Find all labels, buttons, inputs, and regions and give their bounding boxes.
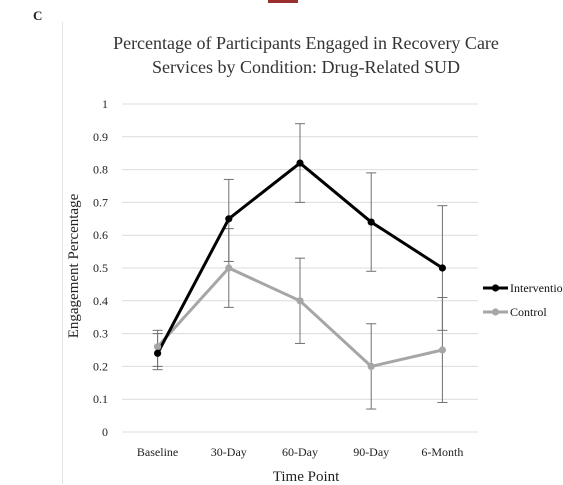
x-tick-label: 90-Day xyxy=(353,445,389,459)
data-point xyxy=(225,264,233,272)
legend-marker xyxy=(491,308,500,316)
data-point xyxy=(438,346,446,354)
data-point xyxy=(154,343,162,351)
x-tick-label: Baseline xyxy=(137,445,178,459)
data-point xyxy=(367,362,375,370)
y-tick-label: 0.4 xyxy=(93,294,108,308)
y-tick-label: 0.8 xyxy=(93,163,108,177)
y-tick-label: 0.7 xyxy=(93,195,108,209)
data-point xyxy=(296,297,304,305)
legend-label: Control xyxy=(510,305,547,319)
y-tick-label: 0.9 xyxy=(93,130,108,144)
y-tick-label: 0.6 xyxy=(93,228,108,242)
chart-frame xyxy=(62,22,560,484)
y-tick-label: 1 xyxy=(102,97,108,111)
top-color-mark xyxy=(268,0,298,3)
y-tick-label: 0.3 xyxy=(93,327,108,341)
x-tick-label: 30-Day xyxy=(211,445,247,459)
panel-label: C xyxy=(33,8,43,23)
x-tick-label: 60-Day xyxy=(282,445,318,459)
data-point xyxy=(154,349,162,357)
legend-marker xyxy=(491,284,500,292)
y-axis-label: Engagement Percentage xyxy=(66,193,82,338)
chart-title-line-1: Percentage of Participants Engaged in Re… xyxy=(113,33,499,53)
data-point xyxy=(296,159,304,167)
y-tick-label: 0 xyxy=(102,425,108,439)
data-point xyxy=(438,264,446,272)
data-point xyxy=(225,215,233,223)
chart-title-line-2: Services by Condition: Drug-Related SUD xyxy=(152,57,460,77)
x-axis-label: Time Point xyxy=(273,469,340,485)
y-tick-label: 0.2 xyxy=(93,359,108,373)
data-point xyxy=(367,218,375,226)
y-tick-label: 0.1 xyxy=(93,392,108,406)
y-tick-label: 0.5 xyxy=(93,261,108,275)
x-tick-label: 6-Month xyxy=(421,445,463,459)
legend-label: Interventio xyxy=(510,281,563,295)
